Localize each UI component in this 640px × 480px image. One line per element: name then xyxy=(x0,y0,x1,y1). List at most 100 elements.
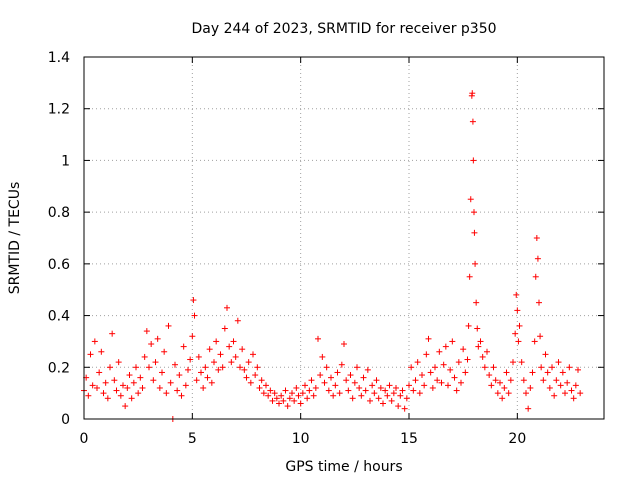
data-point xyxy=(401,405,408,412)
data-point xyxy=(319,353,326,360)
data-point xyxy=(202,364,209,371)
data-point xyxy=(291,397,298,404)
data-point xyxy=(540,377,547,384)
data-point xyxy=(332,382,339,389)
data-point xyxy=(568,387,575,394)
data-point xyxy=(280,397,287,404)
data-point xyxy=(570,395,577,402)
data-point xyxy=(113,387,120,394)
data-point xyxy=(224,304,230,311)
data-point xyxy=(364,366,371,373)
y-tick-label: 1.2 xyxy=(48,102,70,118)
data-point xyxy=(273,395,280,402)
data-point xyxy=(575,366,581,373)
data-point xyxy=(403,395,410,402)
data-point xyxy=(239,346,246,353)
data-point xyxy=(208,379,215,386)
data-point xyxy=(232,353,239,360)
data-point xyxy=(226,343,233,350)
data-point xyxy=(109,330,116,337)
data-point xyxy=(475,343,482,350)
data-point xyxy=(516,322,523,329)
data-point xyxy=(161,348,168,355)
y-axis-label: SRMTID / TECUs xyxy=(7,182,23,295)
data-point xyxy=(471,229,478,236)
data-point xyxy=(204,374,211,381)
data-point xyxy=(128,395,135,402)
data-point xyxy=(375,395,382,402)
data-point xyxy=(469,118,476,125)
data-point xyxy=(360,374,367,381)
data-point xyxy=(284,403,291,410)
data-point xyxy=(193,377,200,384)
data-point xyxy=(148,341,155,348)
grid-lines xyxy=(84,57,604,419)
data-point xyxy=(139,384,146,391)
data-point xyxy=(254,364,261,371)
data-point xyxy=(419,372,425,379)
data-point xyxy=(479,353,486,360)
data-point xyxy=(510,359,516,366)
data-point xyxy=(263,382,269,389)
data-point xyxy=(399,387,406,394)
data-point xyxy=(518,359,525,366)
data-point xyxy=(490,364,497,371)
data-point xyxy=(432,364,438,371)
data-point xyxy=(237,364,243,371)
data-point xyxy=(347,372,354,379)
data-point xyxy=(267,387,274,394)
data-point xyxy=(525,405,532,412)
data-point xyxy=(549,364,555,371)
data-point xyxy=(141,353,148,360)
data-point xyxy=(488,382,495,389)
data-point xyxy=(371,390,378,397)
data-point xyxy=(512,330,519,337)
data-point xyxy=(356,384,363,391)
data-point xyxy=(520,377,527,384)
data-point xyxy=(455,359,462,366)
data-point xyxy=(137,374,144,381)
data-point xyxy=(143,328,150,335)
data-point xyxy=(221,325,228,332)
data-point xyxy=(513,291,520,298)
data-point xyxy=(323,364,330,371)
data-point xyxy=(247,379,254,386)
data-point xyxy=(198,369,204,376)
data-point xyxy=(250,351,256,358)
data-point xyxy=(156,384,163,391)
data-point xyxy=(442,343,449,350)
data-point xyxy=(414,359,421,366)
data-point xyxy=(252,372,259,379)
data-point xyxy=(421,382,428,389)
plot-frame xyxy=(83,56,605,420)
y-tick-label: 0 xyxy=(61,412,70,428)
data-point xyxy=(336,390,343,397)
x-tick-label: 5 xyxy=(188,431,197,447)
data-point xyxy=(286,395,293,402)
x-tick-label: 0 xyxy=(80,431,89,447)
y-tick-label: 0.6 xyxy=(48,257,70,273)
data-point xyxy=(150,377,157,384)
data-point xyxy=(341,341,347,348)
data-point xyxy=(330,392,337,399)
x-tick-label: 15 xyxy=(400,431,418,447)
data-point xyxy=(515,338,522,345)
data-point xyxy=(312,384,319,391)
data-point xyxy=(472,260,479,267)
data-point xyxy=(555,359,562,366)
data-point xyxy=(559,369,566,376)
data-point xyxy=(410,387,417,394)
data-point xyxy=(219,364,226,371)
data-point xyxy=(494,390,501,397)
data-point xyxy=(532,273,539,280)
data-point xyxy=(505,390,512,397)
data-point xyxy=(94,384,100,391)
data-point xyxy=(406,382,412,389)
data-point xyxy=(278,392,285,399)
data-point xyxy=(564,379,571,386)
data-point xyxy=(577,390,584,397)
y-tick-label: 1 xyxy=(61,153,70,169)
x-tick-label: 20 xyxy=(508,431,526,447)
data-point xyxy=(460,346,467,353)
